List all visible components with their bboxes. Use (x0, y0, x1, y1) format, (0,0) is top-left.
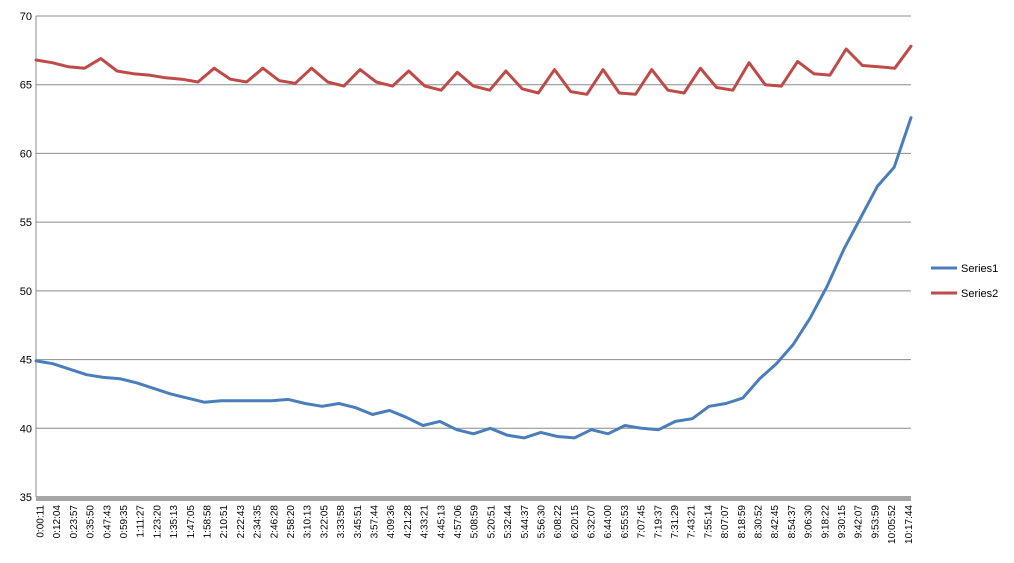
series-line-series1 (34, 116, 913, 440)
x-tick-label: 7:43:21 (687, 505, 698, 539)
x-tick-label: 7:07:45 (637, 505, 648, 539)
x-tick-label: 2:34:35 (253, 505, 264, 539)
y-axis: 35 40 45 50 55 60 65 70 (20, 11, 37, 504)
x-tick-label: 1:23:20 (152, 505, 163, 539)
y-tick-label: 45 (20, 355, 32, 367)
x-axis-line (36, 496, 911, 501)
y-tick-label: 55 (20, 217, 32, 229)
x-tick-label: 5:56:30 (536, 505, 547, 539)
x-tick-label: 8:18:59 (737, 505, 748, 539)
legend: Series1 Series2 (931, 263, 998, 300)
x-tick-label: 0:59:35 (119, 505, 130, 539)
x-tick-label: 10:17:44 (904, 505, 915, 544)
x-tick-label: 6:20:15 (570, 505, 581, 539)
y-tick-label: 40 (20, 423, 32, 435)
x-tick-label: 7:55:14 (703, 505, 714, 539)
y-tick-label: 50 (20, 286, 32, 298)
x-tick-label: 0:12:04 (52, 505, 63, 539)
x-tick-label: 1:11:27 (136, 505, 147, 538)
x-tick-label: 3:10:13 (303, 505, 314, 539)
x-tick-label: 6:32:07 (587, 505, 598, 539)
x-tick-label: 3:33:58 (336, 505, 347, 539)
x-tick-label: 2:46:28 (269, 505, 280, 539)
x-tick-label: 8:30:52 (754, 505, 765, 539)
y-tick-label: 60 (20, 148, 32, 160)
x-tick-label: 5:08:59 (470, 505, 481, 539)
x-tick-label: 0:35:50 (86, 505, 97, 539)
x-tick-label: 4:21:28 (403, 505, 414, 539)
x-tick-label: 4:57:06 (453, 505, 464, 539)
legend-label-series1: Series1 (961, 263, 998, 275)
series-line-series2 (34, 44, 913, 96)
series-lines (34, 44, 913, 440)
x-tick-label: 0:47:43 (102, 505, 113, 539)
x-tick-label: 2:22:43 (236, 505, 247, 539)
x-tick-label: 9:30:15 (837, 505, 848, 539)
x-tick-label: 0:00:11 (36, 505, 47, 538)
x-tick-label: 8:54:37 (787, 505, 798, 539)
x-tick-label: 1:35:13 (169, 505, 180, 539)
y-tick-label: 65 (20, 80, 32, 92)
x-tick-label: 6:55:53 (620, 505, 631, 539)
y-tick-label: 70 (20, 11, 32, 23)
x-tick-label: 4:45:13 (436, 505, 447, 539)
x-tick-label: 2:58:20 (286, 505, 297, 539)
x-tick-label: 5:32:44 (503, 505, 514, 539)
legend-label-series2: Series2 (961, 288, 998, 300)
x-tick-label: 8:42:45 (770, 505, 781, 539)
x-tick-label: 1:47:05 (186, 505, 197, 539)
x-tick-label: 6:08:22 (553, 505, 564, 539)
x-tick-label: 6:44:00 (603, 505, 614, 539)
x-tick-label: 0:23:57 (69, 505, 80, 539)
x-tick-label: 7:19:37 (653, 505, 664, 539)
x-tick-label: 1:58:58 (202, 505, 213, 539)
x-tick-label: 10:05:52 (887, 505, 898, 544)
x-tick-label: 9:53:59 (870, 505, 881, 539)
x-tick-label: 7:31:29 (670, 505, 681, 539)
x-tick-label: 5:44:37 (520, 505, 531, 539)
y-tick-label: 35 (20, 492, 32, 504)
x-tick-label: 3:45:51 (353, 505, 364, 539)
x-axis: 0:00:11 0:12:04 0:23:57 0:35:50 0:47:43 0:59:… (36, 496, 915, 544)
x-tick-label: 4:09:36 (386, 505, 397, 539)
x-tick-label: 3:22:05 (319, 505, 330, 539)
x-tick-label: 9:06:30 (804, 505, 815, 539)
x-tick-label: 8:07:07 (720, 505, 731, 539)
x-tick-label: 4:33:21 (420, 505, 431, 539)
x-tick-label: 9:42:07 (854, 505, 865, 539)
x-tick-label: 9:18:22 (820, 505, 831, 539)
x-tick-label: 2:10:51 (219, 505, 230, 539)
x-tick-label: 3:57:44 (369, 505, 380, 539)
x-tick-label: 5:20:51 (486, 505, 497, 539)
